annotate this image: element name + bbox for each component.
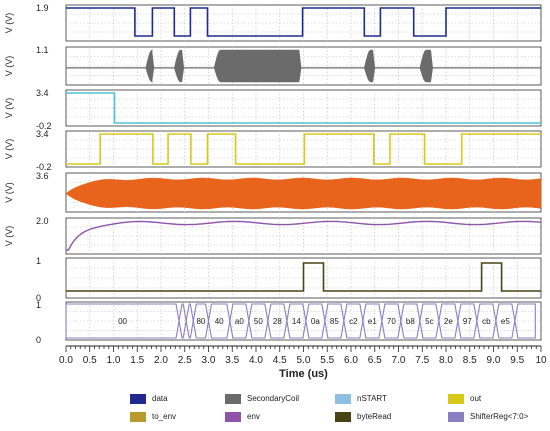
legend-label: SecondaryCoil xyxy=(247,394,300,403)
xtick-label: 9.0 xyxy=(487,355,501,366)
series-secondarycoil-burst xyxy=(419,49,433,83)
legend-swatch xyxy=(335,393,351,404)
chart-legend: data SecondaryCoil nSTART out to_env env byteR… xyxy=(130,392,548,430)
y-axis-label: V (V) xyxy=(4,226,14,247)
legend-swatch xyxy=(225,411,241,422)
xtick-label: 5.0 xyxy=(297,355,311,366)
y-axis-label: V (V) xyxy=(4,56,14,77)
legend-item: data xyxy=(130,392,168,405)
ytick-label: 3.6 xyxy=(36,171,49,181)
xtick-label: 7.5 xyxy=(415,355,429,366)
xtick-label: 8.0 xyxy=(439,355,453,366)
legend-label: data xyxy=(152,394,168,403)
xtick-label: 3.5 xyxy=(225,355,239,366)
series-to-env xyxy=(65,177,542,210)
bus-value-label: 70 xyxy=(387,317,396,326)
xtick-label: 6.0 xyxy=(344,355,358,366)
bus-value-label: 2e xyxy=(444,317,453,326)
legend-item: SecondaryCoil xyxy=(225,392,299,405)
xtick-label: 8.5 xyxy=(463,355,477,366)
ytick-label: 1 xyxy=(36,300,41,310)
bus-value-label: 85 xyxy=(330,317,339,326)
bus-segment xyxy=(514,303,536,339)
series-byteread xyxy=(66,262,541,292)
bus-value-label: 97 xyxy=(463,317,472,326)
legend-swatch xyxy=(448,393,464,404)
ytick-label: -0.2 xyxy=(36,162,52,172)
legend-item: ShifterReg<7:0> xyxy=(448,410,528,423)
ytick-label: 0 xyxy=(36,335,41,345)
bus-value-label: b8 xyxy=(406,317,415,326)
bus-value-label: e5 xyxy=(501,317,510,326)
waveform-chart: 1.9V (V)1.1V (V)3.4-0.2V (V)3.4-0.2V (V)… xyxy=(4,3,547,380)
bus-segment xyxy=(65,303,180,339)
legend-item: env xyxy=(225,410,260,423)
legend-swatch xyxy=(335,411,351,422)
xtick-label: 2.0 xyxy=(154,355,168,366)
xtick-label: 1.5 xyxy=(130,355,144,366)
legend-item: out xyxy=(448,392,481,405)
legend-item: nSTART xyxy=(335,392,387,405)
y-axis-label: V (V) xyxy=(4,139,14,160)
y-axis-label: V (V) xyxy=(4,182,14,203)
legend-swatch xyxy=(225,393,241,404)
y-axis-label: V (V) xyxy=(4,13,14,34)
xtick-label: 9.5 xyxy=(510,355,524,366)
xtick-label: 4.0 xyxy=(249,355,263,366)
y-axis-label: V (V) xyxy=(4,98,14,119)
xtick-label: 1.0 xyxy=(107,355,121,366)
legend-label: ShifterReg<7:0> xyxy=(470,412,529,421)
ytick-label: 1 xyxy=(36,256,41,266)
series-secondarycoil-burst xyxy=(174,49,185,83)
xtick-label: 10 xyxy=(535,355,547,366)
series-env xyxy=(66,220,542,251)
legend-swatch xyxy=(448,411,464,422)
bus-value-label: 28 xyxy=(273,317,282,326)
xtick-label: 6.5 xyxy=(368,355,382,366)
xtick-label: 3.0 xyxy=(202,355,216,366)
legend-label: to_env xyxy=(152,412,177,421)
series-secondarycoil-burst xyxy=(364,49,376,83)
legend-swatch xyxy=(130,393,146,404)
bus-value-label: cb xyxy=(482,317,491,326)
ytick-label: 3.4 xyxy=(36,88,49,98)
xtick-label: 5.5 xyxy=(320,355,334,366)
ytick-label: 1.9 xyxy=(36,3,49,13)
series-out xyxy=(66,133,541,165)
legend-label: nSTART xyxy=(357,394,387,403)
legend-label: env xyxy=(247,412,260,421)
x-axis-label: Time (us) xyxy=(279,368,328,380)
series-secondarycoil-burst xyxy=(213,49,302,83)
legend-item: to_env xyxy=(130,410,176,423)
bus-value-label: 14 xyxy=(292,317,301,326)
ytick-label: 1.1 xyxy=(36,45,49,55)
bus-value-label: c2 xyxy=(349,317,358,326)
bus-value-label: 50 xyxy=(254,317,263,326)
ytick-label: 2.0 xyxy=(36,216,49,226)
legend-swatch xyxy=(130,411,146,422)
bus-value-label: 00 xyxy=(118,317,127,326)
legend-item: byteRead xyxy=(335,410,391,423)
bus-value-label: 80 xyxy=(196,317,205,326)
bus-value-label: 5c xyxy=(425,317,433,326)
ytick-label: 0 xyxy=(36,293,41,303)
bus-value-label: 40 xyxy=(215,317,224,326)
series-nstart xyxy=(66,92,541,124)
xtick-label: 7.0 xyxy=(392,355,406,366)
ytick-label: -0.2 xyxy=(36,121,52,131)
series-data xyxy=(66,7,541,37)
bus-value-label: 0a xyxy=(311,317,320,326)
bus-value-label: e1 xyxy=(368,317,377,326)
bus-value-label: a0 xyxy=(235,317,244,326)
xtick-label: 0.0 xyxy=(59,355,73,366)
xtick-label: 2.5 xyxy=(178,355,192,366)
series-secondarycoil-burst xyxy=(145,49,155,83)
xtick-label: 0.5 xyxy=(83,355,97,366)
xtick-label: 4.5 xyxy=(273,355,287,366)
legend-label: out xyxy=(470,394,482,403)
legend-label: byteRead xyxy=(357,412,392,421)
ytick-label: 3.4 xyxy=(36,129,49,139)
